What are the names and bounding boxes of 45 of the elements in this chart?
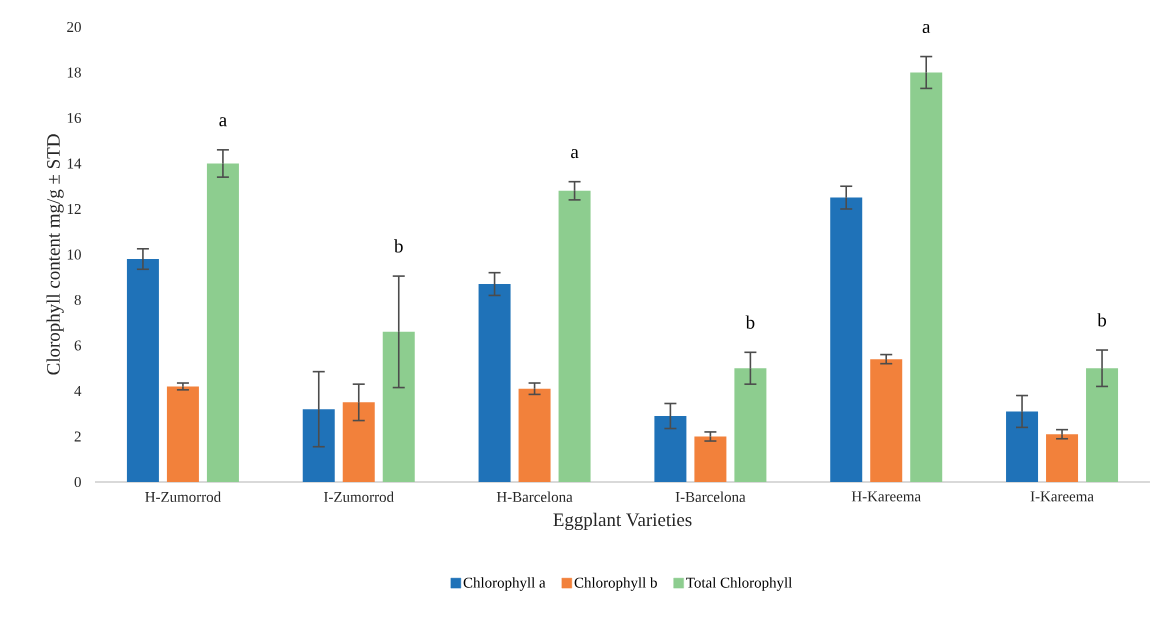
y-tick-label: 0 (74, 476, 81, 488)
annotation: a (571, 149, 579, 159)
y-tick-label: 12 (67, 204, 81, 214)
legend-label: Chlorophyll a (463, 577, 546, 591)
x-axis-title: Eggplant Varieties (553, 512, 692, 531)
annotation: b (394, 239, 403, 253)
bar (126, 259, 159, 482)
bar (654, 416, 687, 482)
y-tick-label: 14 (67, 158, 82, 169)
annotation: a (219, 117, 227, 127)
annotation: a (922, 23, 931, 34)
y-tick-label: 2 (74, 431, 81, 442)
y-tick-label: 18 (67, 67, 81, 78)
x-tick-label: I-Kareema (1030, 491, 1094, 502)
bar (910, 72, 943, 482)
bar (558, 190, 591, 482)
y-tick-label: 8 (74, 294, 81, 306)
x-tick-label: I-Zumorrod (324, 491, 394, 503)
annotation: b (1097, 313, 1107, 327)
annotation: b (745, 315, 755, 329)
legend-label: Chlorophyll b (574, 577, 657, 591)
y-tick-label: 4 (74, 386, 82, 396)
y-tick-label: 10 (67, 249, 81, 260)
y-tick-label: 6 (74, 340, 82, 351)
bar (382, 331, 415, 482)
bar (734, 368, 767, 482)
bar (1046, 434, 1079, 482)
bar (870, 359, 903, 482)
bar (830, 197, 863, 482)
bar (1006, 411, 1039, 482)
legend-label: Total Chlorophyll (686, 577, 793, 591)
bar (694, 436, 727, 482)
y-tick-label: 20 (67, 21, 81, 33)
x-tick-label: I-Barcelona (675, 491, 746, 503)
x-tick-label: H-Zumorrod (145, 491, 221, 503)
bar (166, 386, 199, 482)
y-axis-title: Clorophyll content mg/g ± STD (46, 134, 64, 375)
bar (478, 284, 511, 482)
bar (518, 388, 551, 482)
x-tick-label: H-Kareema (851, 491, 921, 502)
bar (342, 402, 375, 482)
x-tick-label: H-Barcelona (496, 491, 573, 503)
bar (1086, 368, 1119, 482)
bar (206, 163, 239, 482)
y-tick-label: 16 (67, 112, 82, 123)
